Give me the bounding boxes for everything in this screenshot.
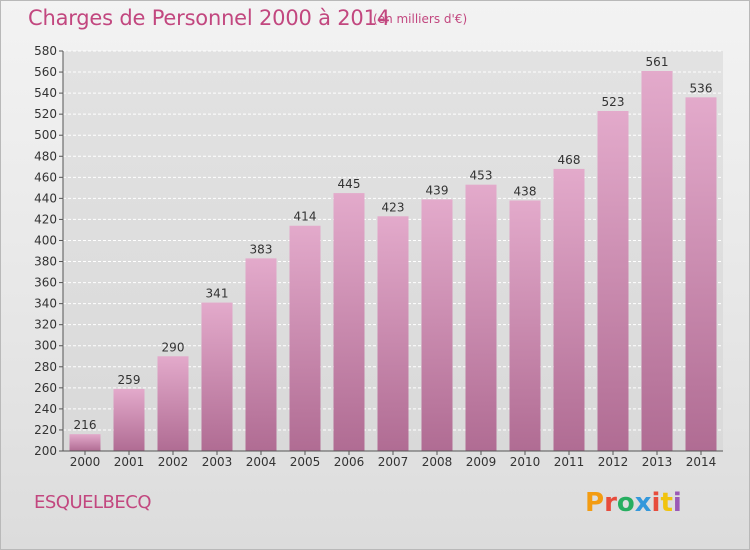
x-tick-label: 2009 [466, 455, 497, 469]
data-labels: 216 259 290 341 383 414 445 423 439 453 438 468 523 5… [74, 55, 713, 432]
x-tick-label: 2004 [246, 455, 277, 469]
y-tick-label: 500 [34, 128, 57, 142]
x-tick-label: 2014 [686, 455, 717, 469]
data-label: 523 [602, 95, 625, 109]
data-label: 453 [470, 169, 493, 183]
x-tick-label: 2007 [378, 455, 409, 469]
logo-letter: i [651, 488, 661, 518]
y-tick-label: 440 [34, 191, 57, 205]
bar [421, 199, 453, 451]
y-axis-ticks: 200 220 240 260 280 300 320 340 360 380 400 420 440 4… [34, 44, 63, 458]
bar [553, 168, 585, 452]
x-tick-label: 2001 [114, 455, 145, 469]
y-tick-label: 480 [34, 149, 57, 163]
data-label: 468 [558, 153, 581, 167]
x-tick-label: 2011 [554, 455, 585, 469]
x-tick-label: 2012 [598, 455, 629, 469]
y-tick-label: 560 [34, 65, 57, 79]
y-tick-label: 360 [34, 276, 57, 290]
y-tick-label: 420 [34, 212, 57, 226]
logo-letter: P [585, 488, 605, 518]
data-label: 445 [338, 177, 361, 191]
bar [245, 258, 277, 451]
x-tick-label: 2010 [510, 455, 541, 469]
y-tick-label: 540 [34, 86, 57, 100]
bar [377, 216, 409, 451]
x-tick-label: 2002 [158, 455, 189, 469]
x-tick-label: 2003 [202, 455, 233, 469]
x-axis-ticks: 2000 2001 2002 2003 2004 2005 2006 2007 2008 2009… [70, 451, 717, 469]
bar [69, 434, 101, 451]
x-tick-label: 2006 [334, 455, 365, 469]
chart-subtitle: (en milliers d'€) [373, 12, 468, 26]
y-tick-label: 260 [34, 381, 57, 395]
bar [465, 184, 497, 451]
data-label: 290 [162, 340, 185, 354]
chart-title: Charges de Personnel 2000 à 2014 [28, 6, 390, 30]
x-tick-label: 2000 [70, 455, 101, 469]
logo-letter: i [672, 488, 682, 518]
data-label: 423 [382, 200, 405, 214]
y-tick-label: 200 [34, 444, 57, 458]
bar [509, 200, 541, 451]
logo-letter: r [604, 488, 617, 518]
y-tick-label: 340 [34, 297, 57, 311]
data-label: 536 [690, 81, 713, 95]
y-tick-label: 220 [34, 423, 57, 437]
bar [685, 97, 717, 451]
proxiti-logo: Proxiti [585, 488, 682, 518]
commune-name: ESQUELBECQ [34, 492, 152, 513]
logo-letter: o [616, 488, 635, 518]
y-tick-label: 380 [34, 255, 57, 269]
y-tick-label: 520 [34, 107, 57, 121]
y-tick-label: 280 [34, 360, 57, 374]
y-tick-label: 400 [34, 233, 57, 247]
bar [597, 111, 629, 451]
data-label: 341 [206, 287, 229, 301]
x-tick-label: 2005 [290, 455, 321, 469]
bar [201, 302, 233, 451]
data-label: 438 [514, 184, 537, 198]
y-tick-label: 300 [34, 339, 57, 353]
data-label: 439 [426, 183, 449, 197]
x-tick-label: 2013 [642, 455, 673, 469]
x-tick-label: 2008 [422, 455, 453, 469]
bar [333, 193, 365, 451]
bar-series [69, 71, 717, 452]
logo-letter: x [634, 488, 652, 518]
y-tick-label: 320 [34, 318, 57, 332]
data-label: 414 [294, 210, 317, 224]
data-label: 259 [118, 373, 141, 387]
data-label: 216 [74, 418, 97, 432]
y-tick-label: 580 [34, 44, 57, 58]
bar [113, 388, 145, 451]
y-tick-label: 240 [34, 402, 57, 416]
data-label: 561 [646, 55, 669, 69]
y-tick-label: 460 [34, 170, 57, 184]
bar [157, 356, 189, 451]
bar [289, 225, 321, 451]
bar [641, 71, 673, 451]
logo-letter: t [660, 488, 673, 518]
data-label: 383 [250, 242, 273, 256]
